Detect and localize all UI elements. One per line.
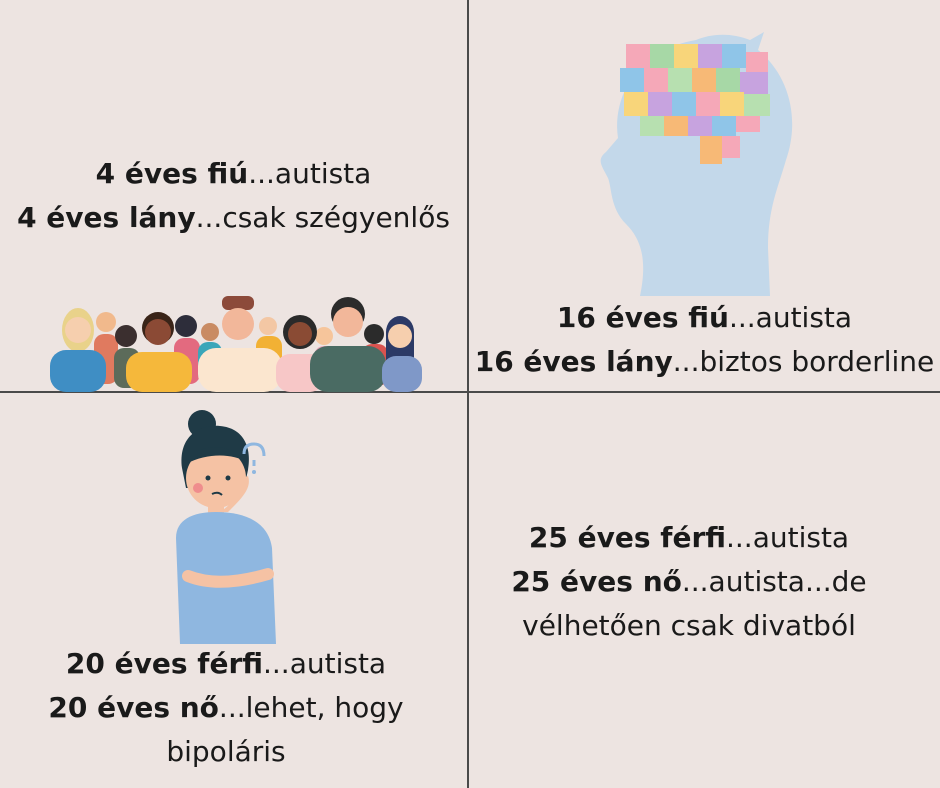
text-line: 4 éves fiú...autista (95, 157, 372, 190)
quadrant-bottom-left-text: 20 éves férfi...autista 20 éves nő...leh… (0, 642, 452, 774)
quadrant-top-left-text: 4 éves fiú...autista 4 éves lány...csak … (0, 152, 467, 240)
text-line: 16 éves fiú...autista (556, 301, 853, 334)
puzzle-brain-head-icon (600, 32, 793, 296)
vertical-divider (467, 0, 469, 788)
text-line: 20 éves férfi...autista (65, 647, 387, 680)
text-line: 25 éves férfi...autista (528, 521, 850, 554)
text-line: 4 éves lány...csak szégyenlős (17, 201, 450, 234)
crowd-of-people-icon (50, 296, 422, 392)
text-line: 25 éves nő...autista...de (511, 565, 867, 598)
horizontal-divider (0, 391, 940, 393)
text-line: vélhetően csak divatból (522, 609, 856, 642)
quadrant-bottom-right-text: 25 éves férfi...autista 25 éves nő...aut… (469, 516, 909, 648)
text-line: bipoláris (166, 735, 286, 768)
quadrant-top-right-text: 16 éves fiú...autista 16 éves lány...biz… (469, 296, 940, 384)
text-line: 16 éves lány...biztos borderline (474, 345, 935, 378)
confused-woman-icon (176, 410, 276, 644)
text-line: 20 éves nő...lehet, hogy (48, 691, 404, 724)
